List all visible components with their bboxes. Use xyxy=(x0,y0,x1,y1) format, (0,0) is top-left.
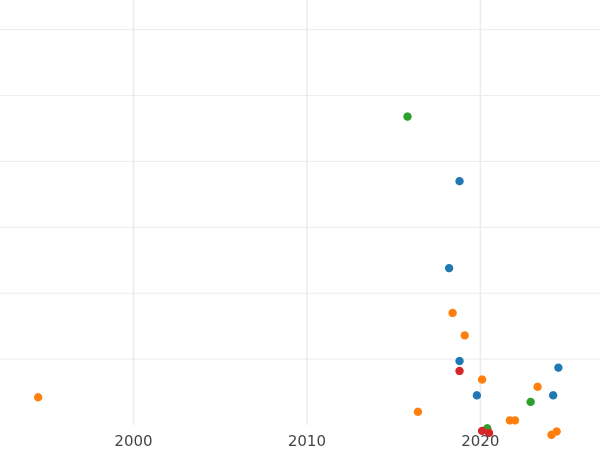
data-point-s0-5 xyxy=(548,391,558,400)
data-point-s3-2 xyxy=(484,428,494,438)
x-axis: 2000 2010 2020 xyxy=(114,432,499,450)
data-point-s3-1 xyxy=(477,426,487,436)
data-point-s0-4 xyxy=(472,391,482,400)
data-point-s1-3 xyxy=(477,375,487,384)
data-point-s0-3 xyxy=(554,363,563,372)
data-point-s1-1 xyxy=(448,308,457,318)
x-tick-label-1: 2010 xyxy=(288,432,326,450)
grid xyxy=(0,0,600,425)
x-tick-label-0: 2000 xyxy=(114,432,152,450)
x-tick-label-2: 2020 xyxy=(461,432,499,450)
data-point-s2-1 xyxy=(526,397,535,407)
data-point-s0-0 xyxy=(455,177,464,186)
data-point-s3-0 xyxy=(455,366,464,376)
data-point-s1-2 xyxy=(460,331,469,340)
data-point-s1-7 xyxy=(510,416,520,425)
data-point-s2-0 xyxy=(403,112,412,121)
data-point-s1-0 xyxy=(33,393,43,402)
data-point-s1-4 xyxy=(533,382,542,391)
data-point-s1-5 xyxy=(413,407,423,417)
data-point-s0-2 xyxy=(455,356,464,366)
data-point-s0-1 xyxy=(444,263,454,273)
data-points xyxy=(33,112,563,440)
data-point-s1-9 xyxy=(547,430,556,440)
